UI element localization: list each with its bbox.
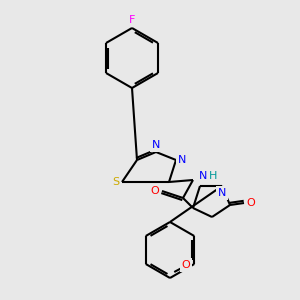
Text: N: N [218, 188, 226, 198]
Text: O: O [151, 186, 159, 196]
Text: O: O [247, 198, 255, 208]
Text: N: N [178, 155, 186, 165]
Text: H: H [209, 171, 217, 181]
Text: N: N [152, 140, 160, 150]
Text: F: F [129, 15, 135, 25]
Text: S: S [112, 177, 120, 187]
Text: N: N [199, 171, 207, 181]
Text: O: O [182, 260, 190, 270]
